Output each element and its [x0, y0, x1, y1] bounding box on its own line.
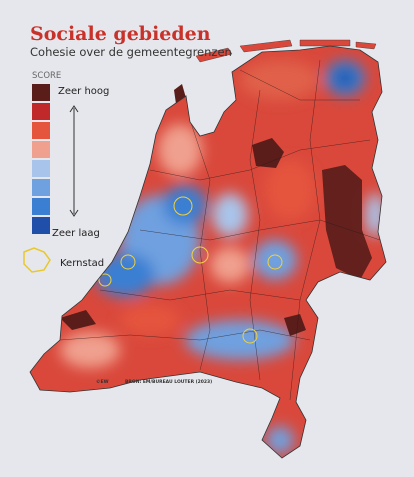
very-high-area [252, 138, 284, 168]
core-city-icon [23, 247, 51, 273]
copyright: ©EW [96, 379, 109, 385]
legend-arrowheads [69, 105, 79, 217]
legend: SCORE Zeer hoog Zeer laag Kernstad [23, 71, 109, 273]
legend-high-label: Zeer hoog [58, 86, 109, 97]
legend-title: SCORE [32, 71, 61, 81]
very-high-area [60, 310, 96, 330]
legend-swatch [32, 160, 50, 177]
municipal-borders [59, 59, 381, 401]
legend-swatch [32, 141, 50, 158]
very-high-area [284, 314, 306, 336]
source: BRON: EM/BUREAU LOUTER (2023) [125, 379, 212, 385]
legend-swatch [32, 103, 50, 120]
map-subtitle: Cohesie over de gemeentegrenzen [30, 45, 232, 59]
legend-swatch [32, 84, 50, 101]
core-cities [98, 196, 283, 344]
very-high-area [322, 165, 372, 280]
score-areas [60, 60, 385, 454]
wadden-islands [195, 39, 377, 63]
legend-swatch [32, 198, 50, 215]
map-title: Sociale gebieden [30, 23, 211, 45]
legend-swatch [32, 217, 50, 234]
legend-swatch [32, 122, 50, 139]
legend-low-label: Zeer laag [52, 228, 100, 239]
legend-core-city: Kernstad [60, 258, 104, 269]
legend-swatch [32, 179, 50, 196]
